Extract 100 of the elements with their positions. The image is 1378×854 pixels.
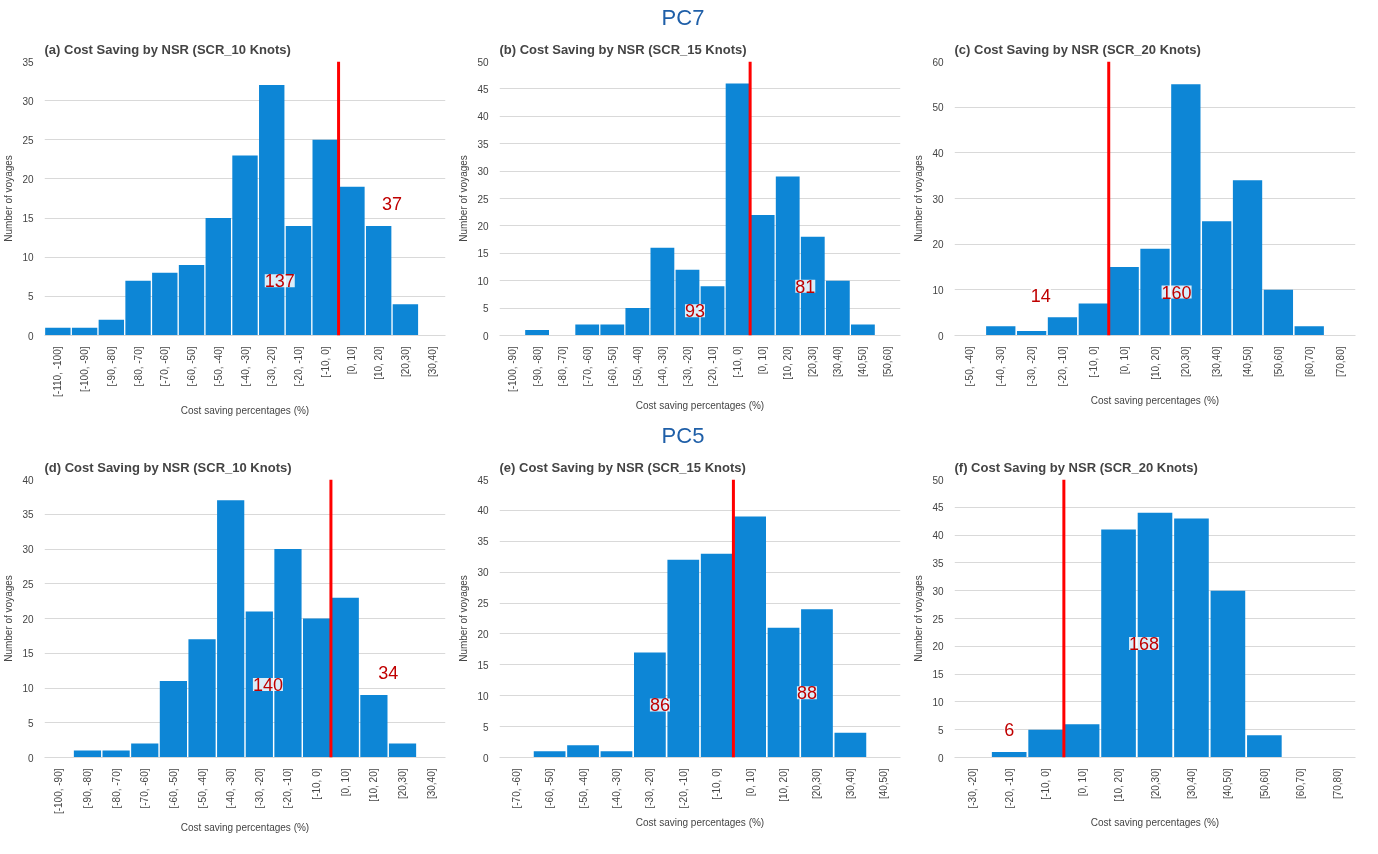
x-tick-label: [-10, 0] — [732, 346, 744, 378]
x-tick-label: [30,40] — [425, 768, 437, 800]
annotation: 137 — [264, 271, 295, 292]
chart-title: (c) Cost Saving by NSR (SCR_20 Knots) — [954, 41, 1201, 57]
x-tick-label: [30,40] — [844, 768, 856, 800]
x-tick-label: [-80, -70] — [132, 346, 144, 387]
bar — [1064, 724, 1100, 758]
annotation: 140 — [252, 675, 283, 696]
bar — [1294, 326, 1324, 336]
bar — [1078, 303, 1108, 336]
y-tick-label: 15 — [932, 669, 944, 681]
x-tick-label: [-20, -10] — [707, 346, 719, 387]
annotation: 34 — [378, 663, 399, 684]
x-tick-label: [70,80] — [1334, 346, 1346, 378]
y-tick-label: 40 — [22, 474, 34, 486]
y-tick-label: 30 — [22, 95, 34, 107]
x-tick-label: [30,40] — [1211, 346, 1223, 378]
y-tick-label: 5 — [482, 721, 489, 733]
x-tick-label: [-20, -10] — [292, 346, 304, 387]
chart-title: (f) Cost Saving by NSR (SCR_20 Knots) — [954, 459, 1198, 475]
y-tick-label: 60 — [932, 56, 944, 68]
bar — [1247, 735, 1282, 758]
x-tick-label: [-100, -90] — [506, 346, 518, 393]
bar — [1232, 180, 1263, 336]
y-tick-label: 40 — [932, 147, 944, 159]
x-tick-label: [10, 20] — [368, 768, 380, 802]
x-axis-title: Cost saving percentages (%) — [1090, 816, 1220, 828]
y-axis-title: Number of voyages — [913, 155, 925, 242]
x-tick-label: [20,30] — [807, 346, 819, 378]
y-tick-label: 5 — [937, 724, 944, 736]
bar — [525, 330, 549, 336]
y-tick-label: 35 — [22, 56, 34, 68]
x-tick-label: [-110, -100] — [52, 346, 64, 397]
y-axis-title: Number of voyages — [3, 155, 15, 242]
y-tick-label: 25 — [22, 578, 34, 590]
annotation: 14 — [1030, 285, 1051, 306]
y-tick-label: 35 — [932, 557, 944, 569]
y-tick-label: 20 — [22, 173, 34, 185]
x-tick-label: [-50, -40] — [577, 768, 589, 809]
bar — [567, 745, 599, 758]
y-tick-label: 0 — [27, 330, 34, 342]
bar — [834, 732, 867, 758]
y-tick-label: 30 — [22, 544, 34, 555]
chart-title: (b) Cost Saving by NSR (SCR_15 Knots) — [499, 41, 747, 57]
y-tick-label: 15 — [477, 248, 489, 260]
x-tick-label: [20,30] — [397, 768, 409, 800]
x-tick-label: [40,50] — [857, 346, 869, 378]
x-tick-label: [-20, -10] — [282, 768, 294, 809]
y-tick-label: 45 — [477, 83, 489, 95]
y-tick-label: 30 — [932, 193, 944, 205]
x-tick-label: [60,70] — [1295, 768, 1307, 800]
y-tick-label: 15 — [477, 659, 489, 671]
x-tick-label: [0, 10] — [757, 346, 769, 375]
annotation: 88 — [796, 683, 817, 704]
chart-title: (e) Cost Saving by NSR (SCR_15 Knots) — [499, 459, 746, 475]
x-tick-label: [-10, 0] — [1040, 768, 1052, 800]
y-tick-label: 30 — [932, 585, 944, 597]
x-tick-label: [-60, -50] — [186, 346, 198, 387]
bar — [1210, 590, 1246, 758]
x-tick-label: [-10, 0] — [319, 346, 331, 378]
y-tick-label: 10 — [477, 690, 489, 702]
y-tick-label: 0 — [937, 752, 944, 764]
x-axis-title: Cost saving percentages (%) — [180, 404, 310, 416]
y-tick-label: 35 — [22, 509, 34, 521]
annotation: 37 — [382, 194, 403, 215]
x-tick-label: [-80, -70] — [110, 768, 122, 809]
x-tick-label: [-30, -20] — [967, 768, 979, 809]
y-tick-label: 35 — [477, 138, 489, 150]
y-tick-label: 25 — [932, 613, 944, 625]
x-tick-label: [40,50] — [878, 768, 890, 800]
x-tick-label: [0, 10] — [1076, 768, 1088, 797]
text: PC7 — [661, 5, 705, 30]
bar — [1028, 729, 1063, 758]
x-tick-label: [-60, -50] — [606, 346, 618, 387]
bar — [767, 627, 800, 758]
x-axis-title: Cost saving percentages (%) — [635, 400, 765, 412]
annotation: 6 — [1004, 720, 1015, 741]
x-tick-label: [50,60] — [1272, 346, 1284, 378]
x-tick-label: [-80, -70] — [556, 346, 568, 387]
x-tick-label: [-90, -80] — [81, 768, 93, 809]
x-axis-title: Cost saving percentages (%) — [180, 822, 310, 834]
y-tick-label: 30 — [477, 166, 489, 178]
x-tick-label: [20,30] — [811, 768, 823, 800]
x-tick-label: [-20, -10] — [1056, 346, 1068, 387]
annotation: 160 — [1161, 282, 1192, 303]
x-tick-label: [-30, -20] — [644, 768, 656, 809]
annotation: 81 — [795, 276, 816, 297]
x-tick-label: [-10, 0] — [711, 768, 723, 800]
bar — [533, 751, 566, 758]
x-tick-label: [10, 20] — [1149, 346, 1161, 380]
x-tick-label: [-60, -50] — [167, 768, 179, 809]
y-tick-label: 5 — [27, 291, 34, 303]
bar — [725, 83, 750, 336]
annotation: 86 — [649, 695, 670, 716]
x-tick-label: [-30, -20] — [266, 346, 278, 387]
x-tick-label: [-50, -40] — [212, 346, 224, 387]
x-tick-label: [-70, -60] — [510, 768, 522, 809]
y-tick-label: 45 — [477, 474, 489, 486]
y-tick-label: 20 — [22, 613, 34, 625]
y-tick-label: 40 — [932, 530, 944, 542]
